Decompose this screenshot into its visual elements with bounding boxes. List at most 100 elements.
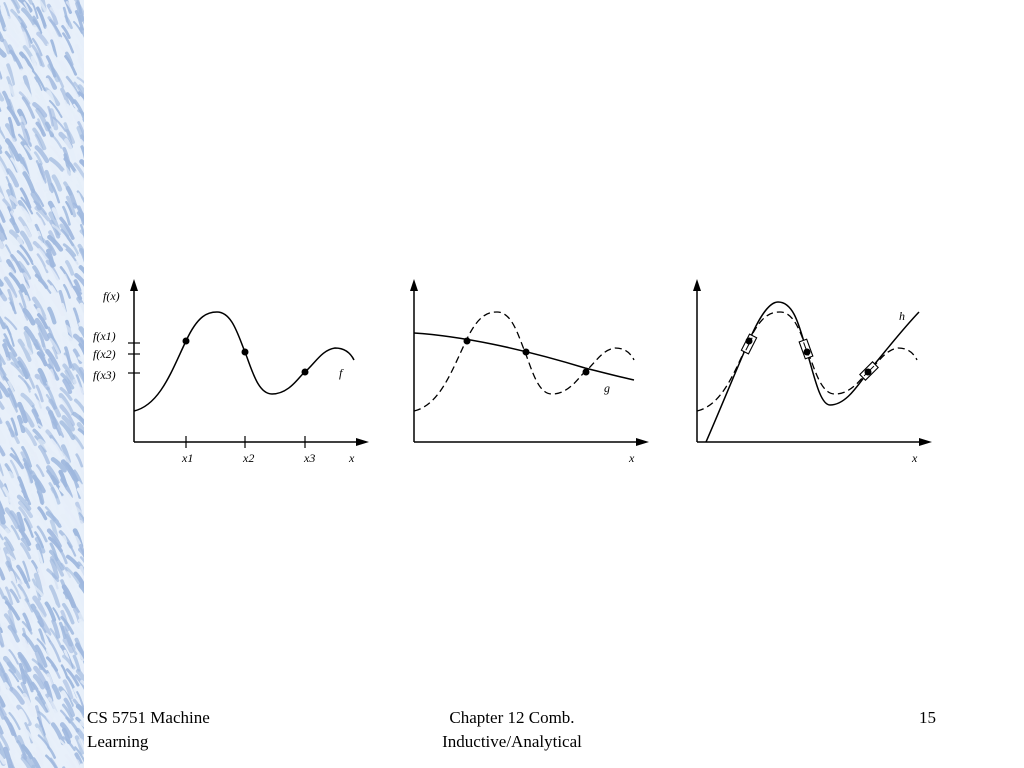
border-stroke xyxy=(78,326,84,339)
y-axis-arrowhead xyxy=(130,279,138,291)
x-tick-label: x2 xyxy=(242,451,254,465)
border-stroke xyxy=(74,273,84,287)
border-stroke xyxy=(0,305,7,326)
border-stroke xyxy=(16,494,32,511)
border-stroke xyxy=(20,392,35,408)
border-stroke xyxy=(32,18,43,35)
border-stroke xyxy=(27,0,34,5)
border-stroke xyxy=(5,366,16,391)
border-stroke xyxy=(51,683,62,700)
border-stroke xyxy=(64,507,80,528)
border-stroke xyxy=(76,691,84,709)
border-stroke xyxy=(21,716,30,740)
border-stroke xyxy=(45,75,58,90)
border-stroke xyxy=(72,348,83,364)
border-stroke xyxy=(20,121,30,146)
border-stroke xyxy=(62,736,76,752)
border-stroke xyxy=(36,31,49,47)
border-stroke xyxy=(65,566,81,585)
border-stroke xyxy=(0,545,4,564)
border-stroke xyxy=(34,696,49,713)
border-stroke xyxy=(65,633,78,656)
border-stroke xyxy=(62,591,75,606)
border-stroke xyxy=(65,195,77,218)
border-stroke xyxy=(62,20,73,37)
border-stroke xyxy=(23,427,38,447)
border-stroke xyxy=(77,428,84,436)
border-stroke xyxy=(8,668,20,683)
border-stroke xyxy=(80,40,84,48)
border-stroke xyxy=(75,648,84,662)
border-stroke xyxy=(35,211,46,226)
border-stroke xyxy=(0,278,4,287)
border-stroke xyxy=(72,476,82,499)
border-stroke xyxy=(33,740,46,760)
border-stroke xyxy=(34,317,50,342)
border-stroke xyxy=(61,703,74,721)
border-stroke xyxy=(62,654,76,670)
border-stroke xyxy=(9,704,22,720)
border-stroke xyxy=(22,439,35,454)
border-stroke xyxy=(31,2,39,19)
border-stroke xyxy=(21,96,36,119)
border-stroke xyxy=(48,157,65,172)
border-stroke xyxy=(65,260,75,276)
border-stroke xyxy=(38,445,51,465)
border-stroke xyxy=(0,694,6,708)
y-axis-arrowhead xyxy=(410,279,418,291)
border-stroke xyxy=(6,470,23,492)
border-stroke xyxy=(76,487,84,507)
border-stroke xyxy=(0,566,6,581)
border-stroke xyxy=(60,162,73,179)
y-tick-label: f(x1) xyxy=(93,329,116,343)
border-stroke xyxy=(0,705,5,720)
border-stroke xyxy=(17,15,28,29)
border-stroke xyxy=(6,409,21,428)
border-stroke xyxy=(22,560,31,582)
border-stroke xyxy=(49,558,60,580)
border-stroke xyxy=(47,306,57,325)
border-stroke xyxy=(10,361,26,377)
border-stroke xyxy=(79,577,84,588)
x-axis-arrowhead xyxy=(356,438,369,446)
decorative-left-border xyxy=(0,0,84,768)
border-stroke xyxy=(20,667,36,691)
border-stroke xyxy=(79,26,84,38)
border-stroke xyxy=(74,390,84,402)
border-stroke xyxy=(10,417,19,436)
border-stroke xyxy=(37,176,49,192)
border-stroke xyxy=(80,134,84,146)
border-stroke xyxy=(8,711,21,731)
border-stroke xyxy=(20,554,37,574)
border-stroke xyxy=(59,550,68,565)
border-stroke xyxy=(21,210,34,231)
border-stroke xyxy=(33,200,47,215)
border-stroke xyxy=(46,381,55,395)
panel-hypothesis: x h xyxy=(693,279,932,465)
border-stroke xyxy=(78,612,84,626)
border-stroke xyxy=(59,216,75,240)
border-stroke xyxy=(58,392,75,416)
border-stroke xyxy=(73,81,84,102)
border-stroke xyxy=(24,128,32,147)
border-stroke xyxy=(0,160,8,177)
border-stroke xyxy=(7,393,18,413)
border-stroke xyxy=(61,67,76,83)
border-stroke xyxy=(3,682,16,703)
border-stroke xyxy=(61,24,71,39)
border-stroke xyxy=(3,247,15,263)
border-stroke xyxy=(78,387,84,398)
border-stroke xyxy=(23,462,34,484)
border-stroke xyxy=(75,183,84,198)
border-stroke xyxy=(51,207,62,225)
border-stroke xyxy=(73,469,83,485)
border-stroke xyxy=(0,622,3,633)
border-stroke xyxy=(33,151,43,165)
curve-g xyxy=(413,332,635,381)
border-stroke xyxy=(5,325,15,347)
panel-target-function: f(x) f(x1) f(x2) f(x3) x1 x2 x3 x f xyxy=(93,279,369,465)
border-stroke xyxy=(65,75,80,98)
border-stroke xyxy=(72,654,81,672)
data-point xyxy=(241,348,249,356)
